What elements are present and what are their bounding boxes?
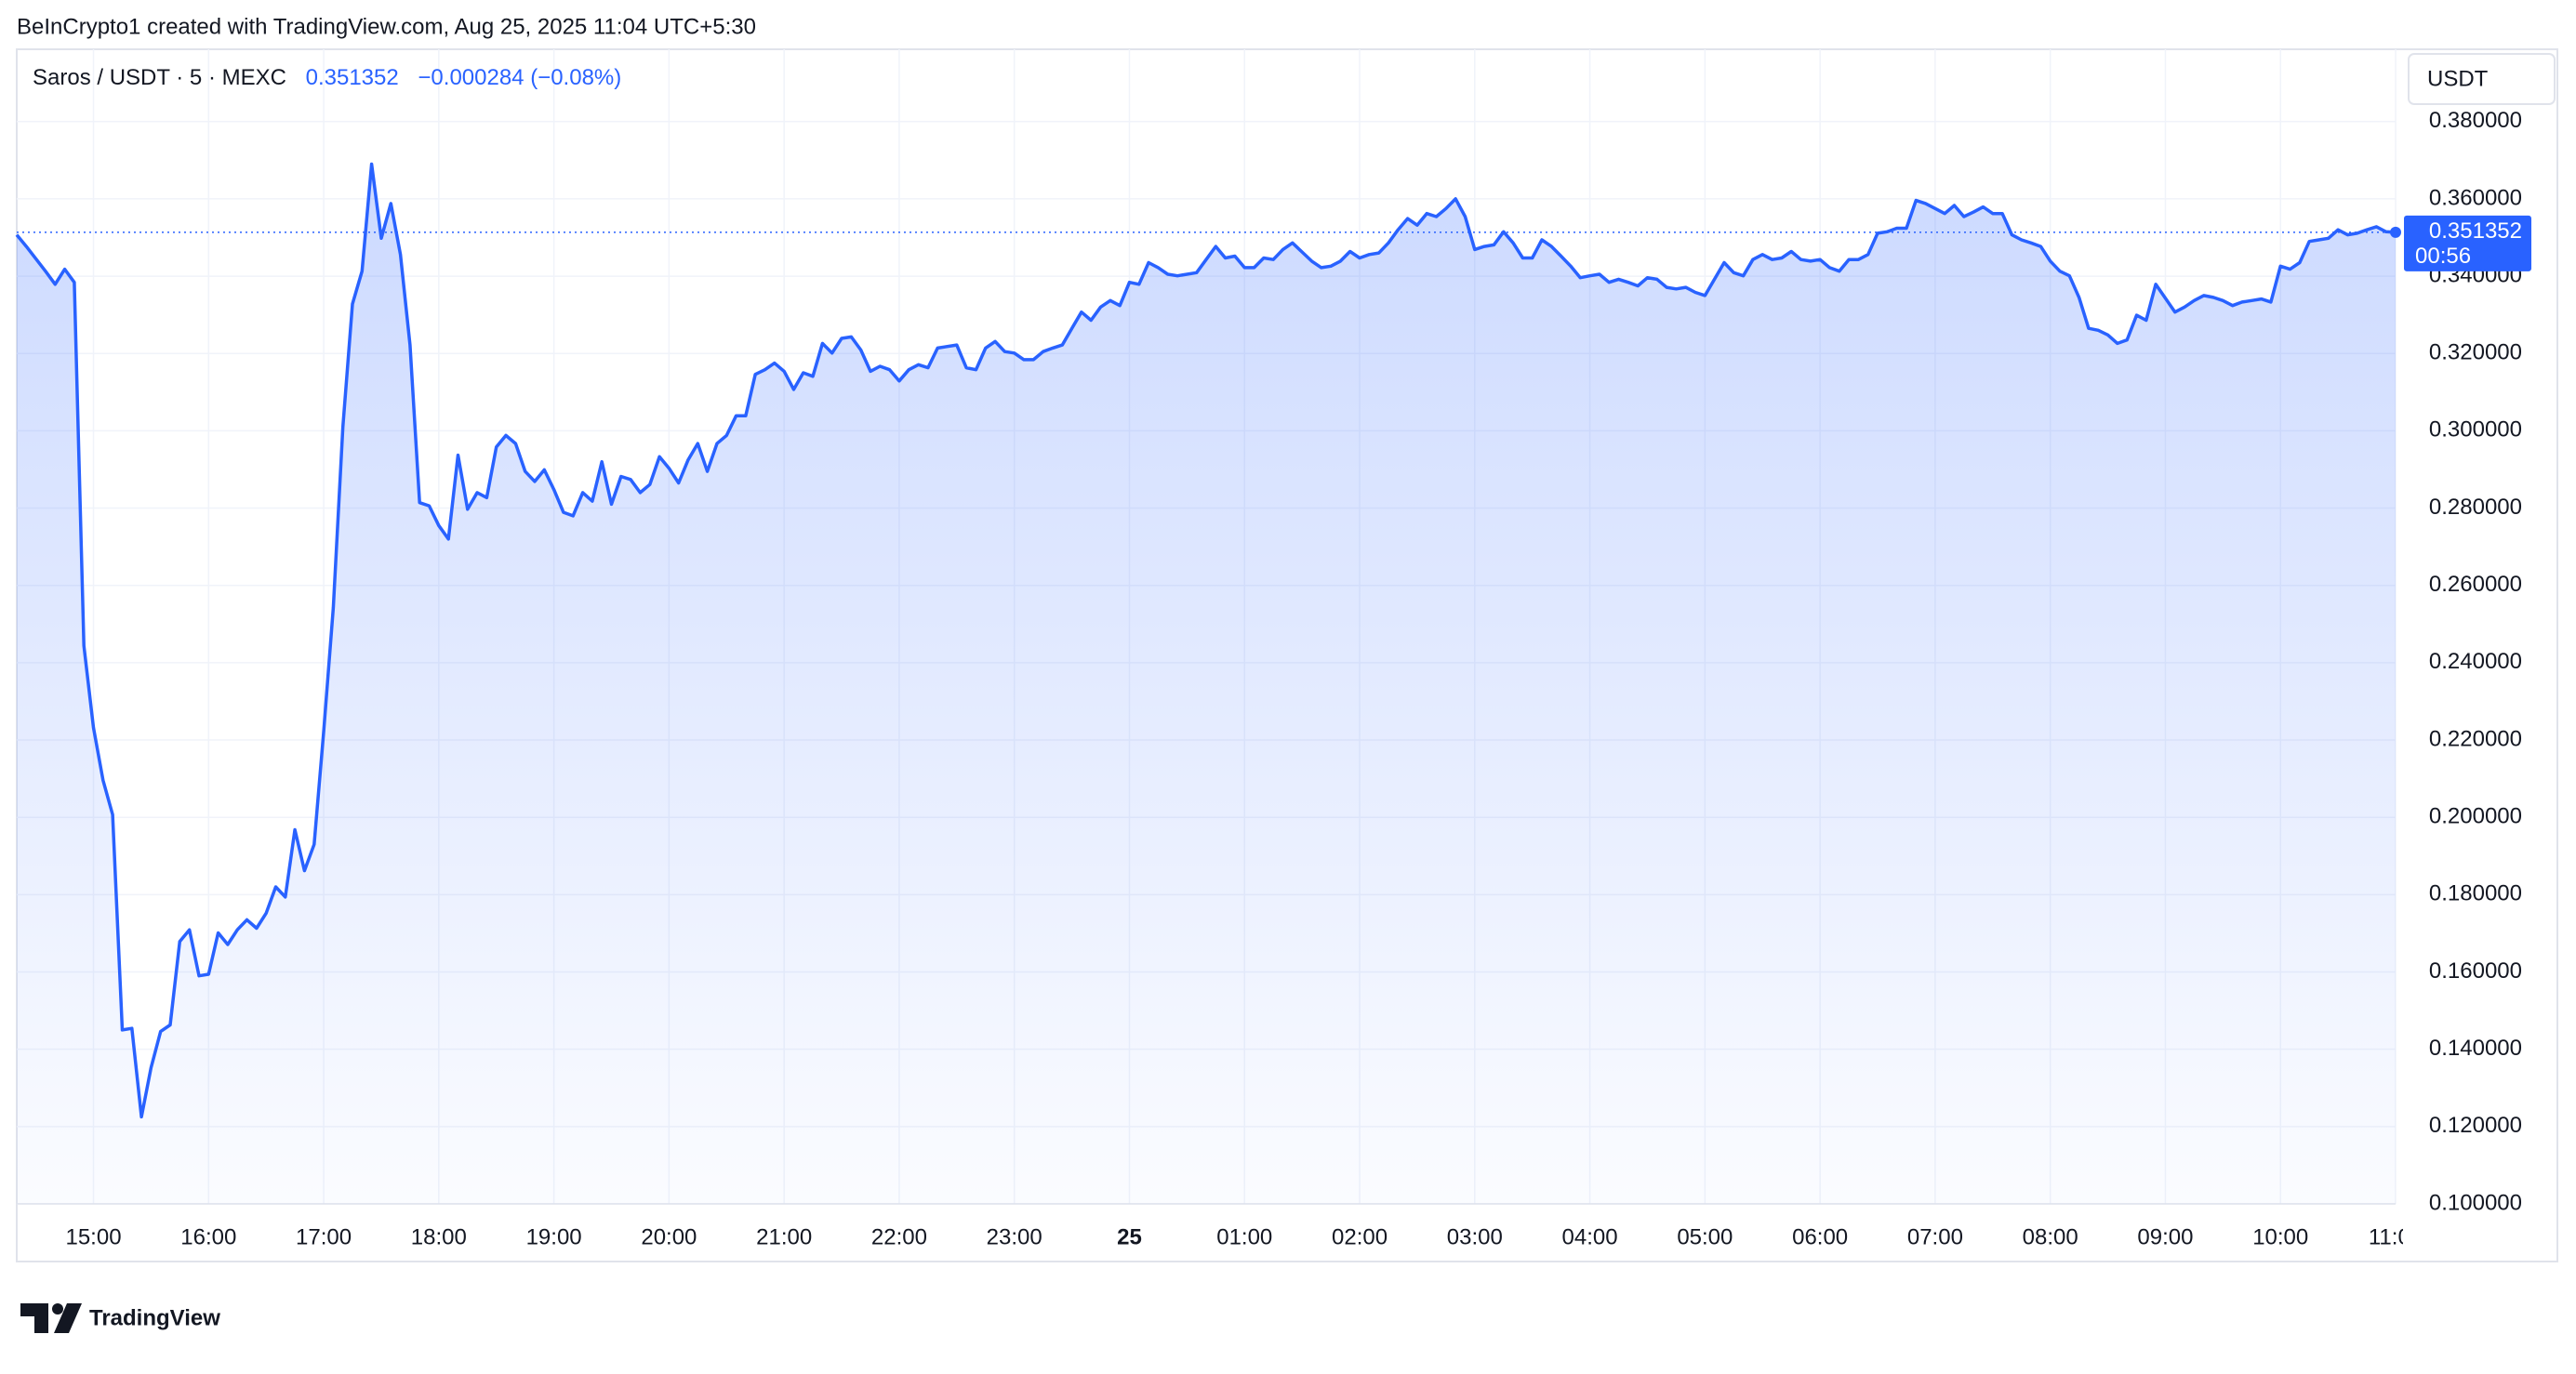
x-tick-label: 15:00 <box>65 1224 121 1249</box>
x-tick-label: 21:00 <box>756 1224 812 1249</box>
x-tick-label: 23:00 <box>987 1224 1042 1249</box>
time-axis: 15:00 16:00 17:00 18:00 19:00 20:00 21:00 22:00… <box>65 1224 2423 1249</box>
y-tick-label: 0.280000 <box>2429 495 2522 520</box>
legend: Saros / USDT · 5 · MEXC 0.351352 −0.0002… <box>33 65 621 90</box>
plot <box>15 162 2401 1204</box>
x-tick-label: 04:00 <box>1562 1224 1618 1249</box>
y-tick-label: 0.320000 <box>2429 340 2522 365</box>
price-line <box>15 162 2397 1119</box>
y-tick-label: 0.260000 <box>2429 572 2522 597</box>
x-tick-label: 05:00 <box>1677 1224 1733 1249</box>
y-tick-label: 0.140000 <box>2429 1036 2522 1061</box>
x-tick-label: 16:00 <box>180 1224 236 1249</box>
credit: BeInCrypto1 created with TradingView.com… <box>17 14 756 39</box>
x-tick-label: 11:00 <box>2369 1224 2423 1249</box>
legend-symbol: Saros / USDT · 5 · MEXC <box>33 65 286 90</box>
y-tick-label: 0.380000 <box>2429 108 2522 133</box>
x-tick-label: 20:00 <box>641 1224 697 1249</box>
countdown-label: 00:56 <box>2415 244 2471 269</box>
x-tick-label: 07:00 <box>1907 1224 1963 1249</box>
y-tick-label: 0.160000 <box>2429 958 2522 984</box>
brand-name: TradingView <box>89 1305 220 1330</box>
y-tick-label: 0.240000 <box>2429 649 2522 674</box>
last-price-label: 0.351352 <box>2429 218 2522 244</box>
x-tick-label: 09:00 <box>2137 1224 2193 1249</box>
x-tick-label: 08:00 <box>2023 1224 2078 1249</box>
y-tick-label: 0.360000 <box>2429 185 2522 210</box>
x-tick-label: 03:00 <box>1447 1224 1503 1249</box>
area-fill <box>17 164 2396 1204</box>
currency-button[interactable] <box>2408 53 2556 105</box>
x-tick-label: 02:00 <box>1332 1224 1388 1249</box>
y-tick-label: 0.120000 <box>2429 1113 2522 1138</box>
x-tick-label: 01:00 <box>1216 1224 1272 1249</box>
x-tick-label: 18:00 <box>411 1224 467 1249</box>
x-tick-label: 22:00 <box>871 1224 927 1249</box>
x-tick-label: 17:00 <box>296 1224 352 1249</box>
last-price-dot <box>2390 226 2401 238</box>
y-tick-label: 0.300000 <box>2429 417 2522 443</box>
currency-label[interactable]: USDT <box>2427 66 2489 91</box>
y-tick-label: 0.180000 <box>2429 881 2522 906</box>
y-tick-label: 0.100000 <box>2429 1190 2522 1215</box>
x-tick-label: 06:00 <box>1792 1224 1848 1249</box>
price-axis: 0.100000 0.120000 0.140000 0.160000 0.180000… <box>2404 108 2531 1215</box>
y-tick-label: 0.220000 <box>2429 726 2522 751</box>
last-price-badge <box>2404 215 2531 271</box>
x-tick-label: 25 <box>1117 1224 1142 1249</box>
legend-change: −0.000284 (−0.08%) <box>418 65 621 90</box>
legend-price: 0.351352 <box>306 65 399 90</box>
brand-logo: TradingView <box>20 1303 220 1333</box>
x-tick-label: 10:00 <box>2252 1224 2308 1249</box>
y-tick-label: 0.200000 <box>2429 804 2522 829</box>
x-tick-label: 19:00 <box>526 1224 582 1249</box>
